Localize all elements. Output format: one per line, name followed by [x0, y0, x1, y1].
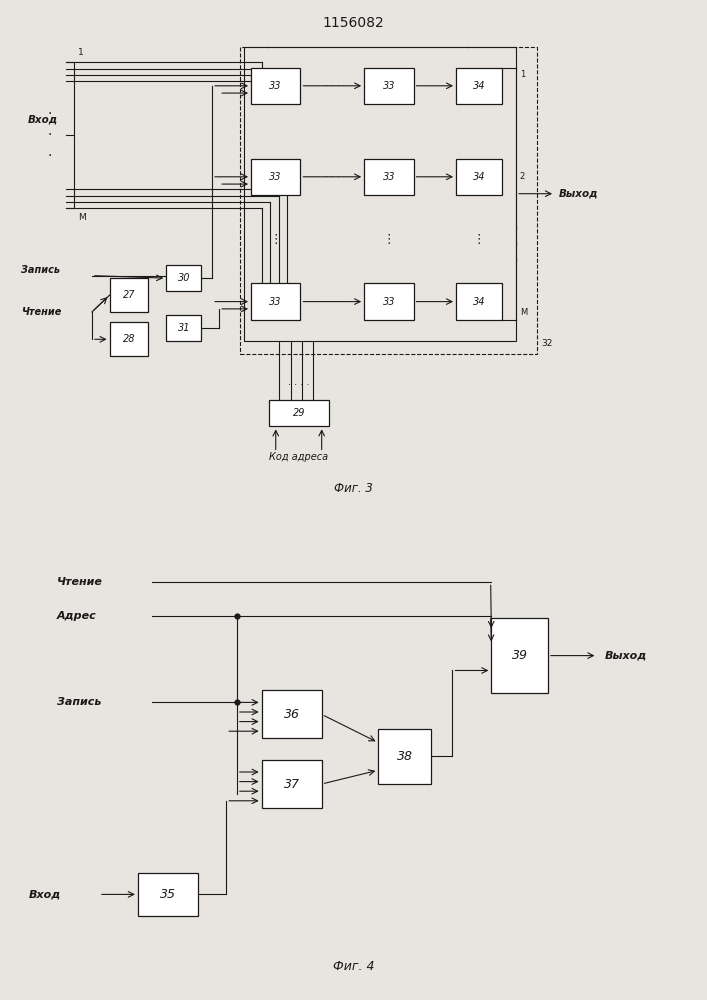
Text: ·: · — [514, 255, 518, 265]
Text: 1: 1 — [78, 48, 83, 57]
Text: 36: 36 — [284, 708, 300, 721]
Text: · · · ·: · · · · — [288, 380, 310, 390]
Text: ⋮: ⋮ — [382, 233, 395, 246]
Bar — [166, 265, 201, 291]
Text: 27: 27 — [123, 290, 135, 300]
Text: ·: · — [47, 107, 52, 121]
Text: · · ·: · · · — [325, 297, 340, 307]
Text: 35: 35 — [160, 888, 176, 901]
Text: Выход: Выход — [604, 651, 647, 661]
Text: 2: 2 — [520, 172, 525, 181]
Bar — [456, 68, 502, 104]
Bar — [166, 315, 201, 341]
Text: 1156082: 1156082 — [322, 16, 385, 30]
Text: 30: 30 — [177, 273, 190, 283]
Text: 31: 31 — [177, 323, 190, 333]
Text: 1: 1 — [520, 70, 525, 79]
Bar — [251, 159, 300, 195]
Text: 32: 32 — [541, 339, 552, 348]
Bar — [378, 729, 431, 784]
Text: 34: 34 — [473, 297, 485, 307]
Bar — [262, 690, 322, 738]
Text: Выход: Выход — [559, 189, 598, 199]
Text: 28: 28 — [123, 334, 135, 344]
Text: М: М — [78, 213, 86, 222]
Text: Вход: Вход — [28, 115, 59, 125]
Text: ·: · — [514, 239, 518, 249]
Bar — [251, 283, 300, 320]
Text: 34: 34 — [473, 81, 485, 91]
Bar — [110, 278, 148, 312]
Bar — [244, 47, 516, 341]
Bar — [491, 618, 548, 693]
Text: Вход: Вход — [28, 889, 61, 899]
Bar — [364, 283, 414, 320]
Text: 33: 33 — [269, 172, 282, 182]
Text: Запись: Запись — [21, 265, 60, 275]
Text: · · ·: · · · — [325, 172, 340, 182]
Text: 33: 33 — [382, 81, 395, 91]
Text: 38: 38 — [397, 750, 413, 763]
Text: Код адреса: Код адреса — [269, 452, 328, 462]
Text: Чтение: Чтение — [21, 307, 62, 317]
Text: ·: · — [47, 149, 52, 163]
Text: 33: 33 — [269, 297, 282, 307]
Bar — [240, 47, 537, 354]
Bar — [364, 159, 414, 195]
Text: 39: 39 — [512, 649, 527, 662]
Bar — [456, 283, 502, 320]
Text: Фиг. 4: Фиг. 4 — [333, 960, 374, 973]
Text: ·: · — [47, 128, 52, 142]
Text: Адрес: Адрес — [57, 611, 96, 621]
Text: 33: 33 — [269, 81, 282, 91]
Text: Чтение: Чтение — [57, 577, 103, 587]
Text: ⋮: ⋮ — [269, 233, 282, 246]
Bar — [456, 159, 502, 195]
Text: Запись: Запись — [57, 697, 101, 707]
Bar — [269, 400, 329, 426]
Text: М: М — [520, 308, 527, 317]
Text: 33: 33 — [382, 172, 395, 182]
Text: 34: 34 — [473, 172, 485, 182]
Bar — [262, 760, 322, 808]
Text: · · ·: · · · — [325, 81, 340, 91]
Text: Фиг. 3: Фиг. 3 — [334, 482, 373, 495]
Text: ⋮: ⋮ — [473, 233, 485, 246]
Bar — [138, 873, 198, 916]
Bar — [364, 68, 414, 104]
Text: 29: 29 — [293, 408, 305, 418]
Text: ·: · — [514, 224, 518, 234]
Text: 33: 33 — [382, 297, 395, 307]
Text: 37: 37 — [284, 778, 300, 790]
Bar — [251, 68, 300, 104]
Bar — [110, 322, 148, 356]
